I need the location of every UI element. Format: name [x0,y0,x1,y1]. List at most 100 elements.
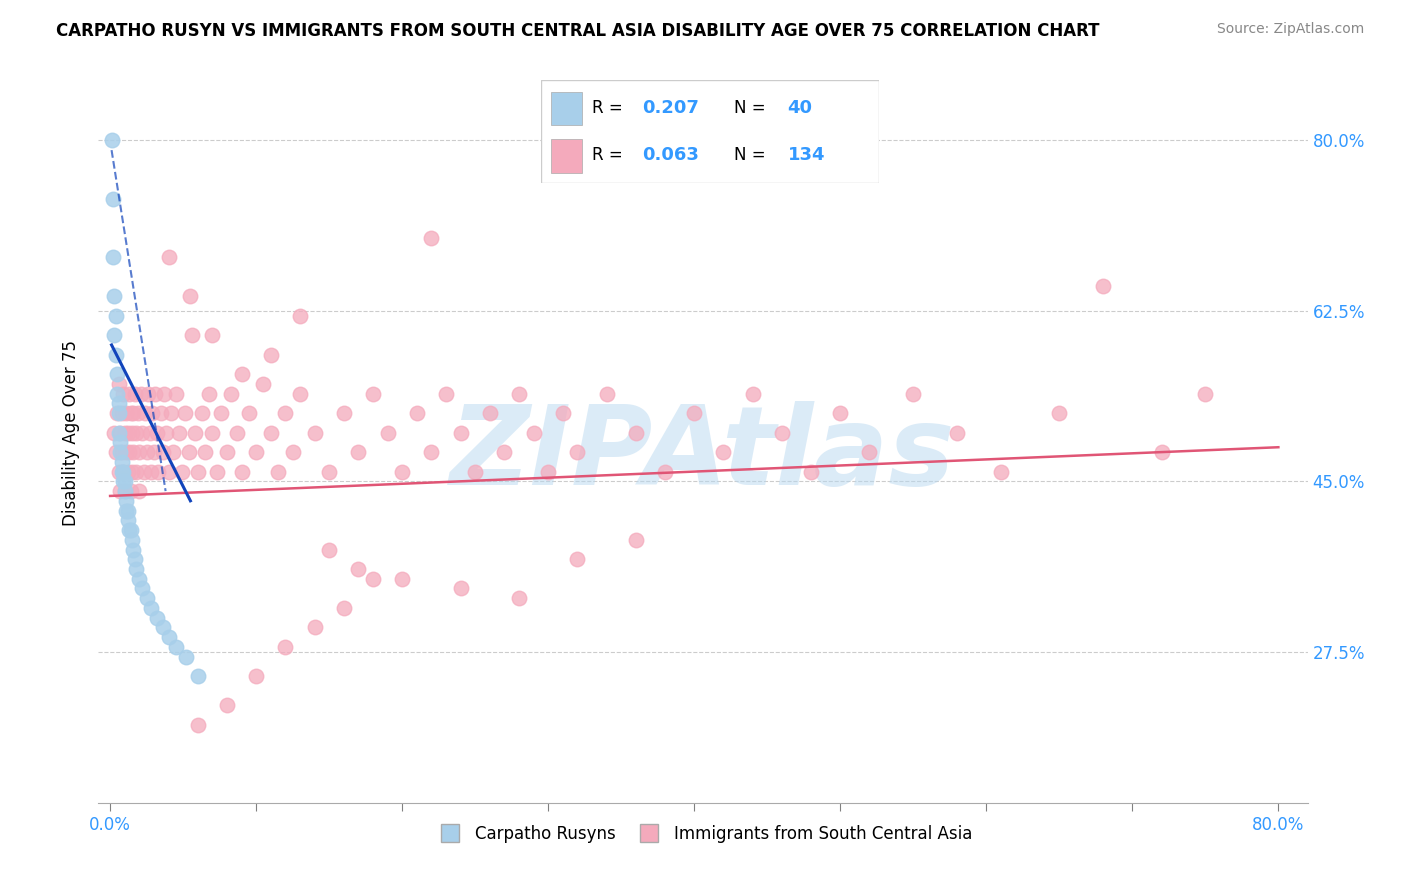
Point [215,698,238,713]
Point [160,406,183,420]
Point [221,386,243,401]
Point [391,572,413,586]
Point [134,406,156,420]
Point [117,503,139,517]
Point [108,425,131,440]
Point [128,445,150,459]
Point [110,484,132,499]
Point [194,445,217,459]
Point [108,406,131,420]
Point [142,445,165,459]
Point [201,328,224,343]
Point [128,484,150,499]
Point [281,445,304,459]
Point [420,231,443,245]
Text: 40: 40 [787,100,813,118]
Point [157,465,180,479]
Point [167,425,190,440]
Point [153,386,176,401]
Point [165,386,187,401]
Point [115,406,138,420]
Point [118,523,141,537]
Point [114,484,136,499]
Point [567,552,589,566]
Point [830,406,852,420]
Point [252,376,274,391]
Point [117,425,139,440]
Point [101,250,124,264]
Point [858,445,880,459]
Point [713,445,735,459]
Point [332,406,354,420]
Point [132,465,155,479]
Point [1194,386,1216,401]
Point [110,425,132,440]
Point [260,348,283,362]
Point [114,475,136,489]
Point [318,465,340,479]
Point [274,640,297,654]
Point [361,572,384,586]
Point [122,406,145,420]
Point [104,309,127,323]
Text: 0.063: 0.063 [643,145,699,163]
Point [150,406,173,420]
Point [125,562,148,576]
Point [198,386,221,401]
Point [118,445,141,459]
Legend: Carpatho Rusyns, Immigrants from South Central Asia: Carpatho Rusyns, Immigrants from South C… [427,819,979,850]
Point [155,425,177,440]
Point [131,425,153,440]
Point [450,425,472,440]
Point [115,493,138,508]
Point [135,445,157,459]
Point [107,367,129,381]
Point [165,640,187,654]
Point [111,445,134,459]
Point [108,376,131,391]
Point [152,620,174,634]
Point [141,406,163,420]
Point [115,503,138,517]
Point [226,425,249,440]
Point [274,406,297,420]
Point [288,386,311,401]
Point [946,425,969,440]
Text: Source: ZipAtlas.com: Source: ZipAtlas.com [1216,22,1364,37]
Point [125,465,148,479]
Point [173,406,195,420]
Point [191,406,214,420]
Point [391,465,413,479]
Point [139,465,162,479]
Point [148,465,170,479]
Point [231,367,253,381]
Point [215,445,238,459]
Point [332,601,354,615]
Point [100,133,122,147]
Point [121,533,143,547]
Point [347,445,370,459]
Point [122,542,145,557]
Text: 0.207: 0.207 [643,100,699,118]
Point [146,425,169,440]
Point [245,669,267,683]
Point [347,562,370,576]
FancyBboxPatch shape [551,92,582,126]
Point [103,328,125,343]
Point [124,386,146,401]
Point [595,386,617,401]
Point [567,445,589,459]
Point [110,435,132,450]
Point [112,465,135,479]
Point [205,465,228,479]
Point [770,425,793,440]
Point [318,542,340,557]
Point [112,386,135,401]
Point [260,425,283,440]
Point [184,425,207,440]
Text: R =: R = [592,145,628,163]
Point [1047,406,1070,420]
FancyBboxPatch shape [541,80,879,183]
Point [990,465,1012,479]
Y-axis label: Disability Age Over 75: Disability Age Over 75 [62,340,80,525]
